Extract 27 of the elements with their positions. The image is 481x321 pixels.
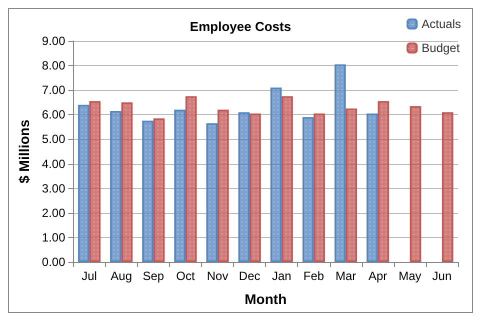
x-tick-label: Jun: [432, 269, 452, 283]
x-tick-label: Sep: [142, 269, 164, 283]
x-tick-label: Jan: [272, 269, 292, 283]
x-tick-label: May: [398, 269, 422, 283]
x-tick-label: Mar: [335, 269, 356, 283]
x-tick-label: Apr: [368, 269, 388, 283]
y-tick-label: 6.00: [42, 108, 66, 122]
chart-title: Employee Costs: [190, 19, 292, 34]
x-tick-label: Jul: [82, 269, 97, 283]
y-tick-label: 0.00: [42, 255, 66, 269]
y-tick-label: 8.00: [42, 58, 66, 73]
y-tick-label: 5.00: [42, 132, 66, 146]
y-tick-label: 9.00: [42, 34, 66, 48]
y-axis-title: $ Millions: [16, 119, 32, 184]
x-tick-label: Aug: [110, 269, 132, 283]
x-tick-label: Dec: [238, 269, 260, 283]
x-tick-label: Oct: [176, 269, 196, 283]
y-tick-label: 7.00: [42, 83, 66, 98]
x-tick-label: Nov: [206, 269, 228, 283]
y-tick-label: 3.00: [42, 181, 66, 196]
legend-label: Budget: [422, 41, 460, 55]
y-tick-label: 4.00: [42, 156, 66, 171]
y-tick-label: 2.00: [42, 206, 66, 220]
y-tick-label: 1.00: [42, 230, 66, 244]
x-tick-label: Feb: [303, 269, 324, 283]
x-axis-title: Month: [244, 291, 287, 307]
legend-label: Actuals: [422, 17, 462, 31]
